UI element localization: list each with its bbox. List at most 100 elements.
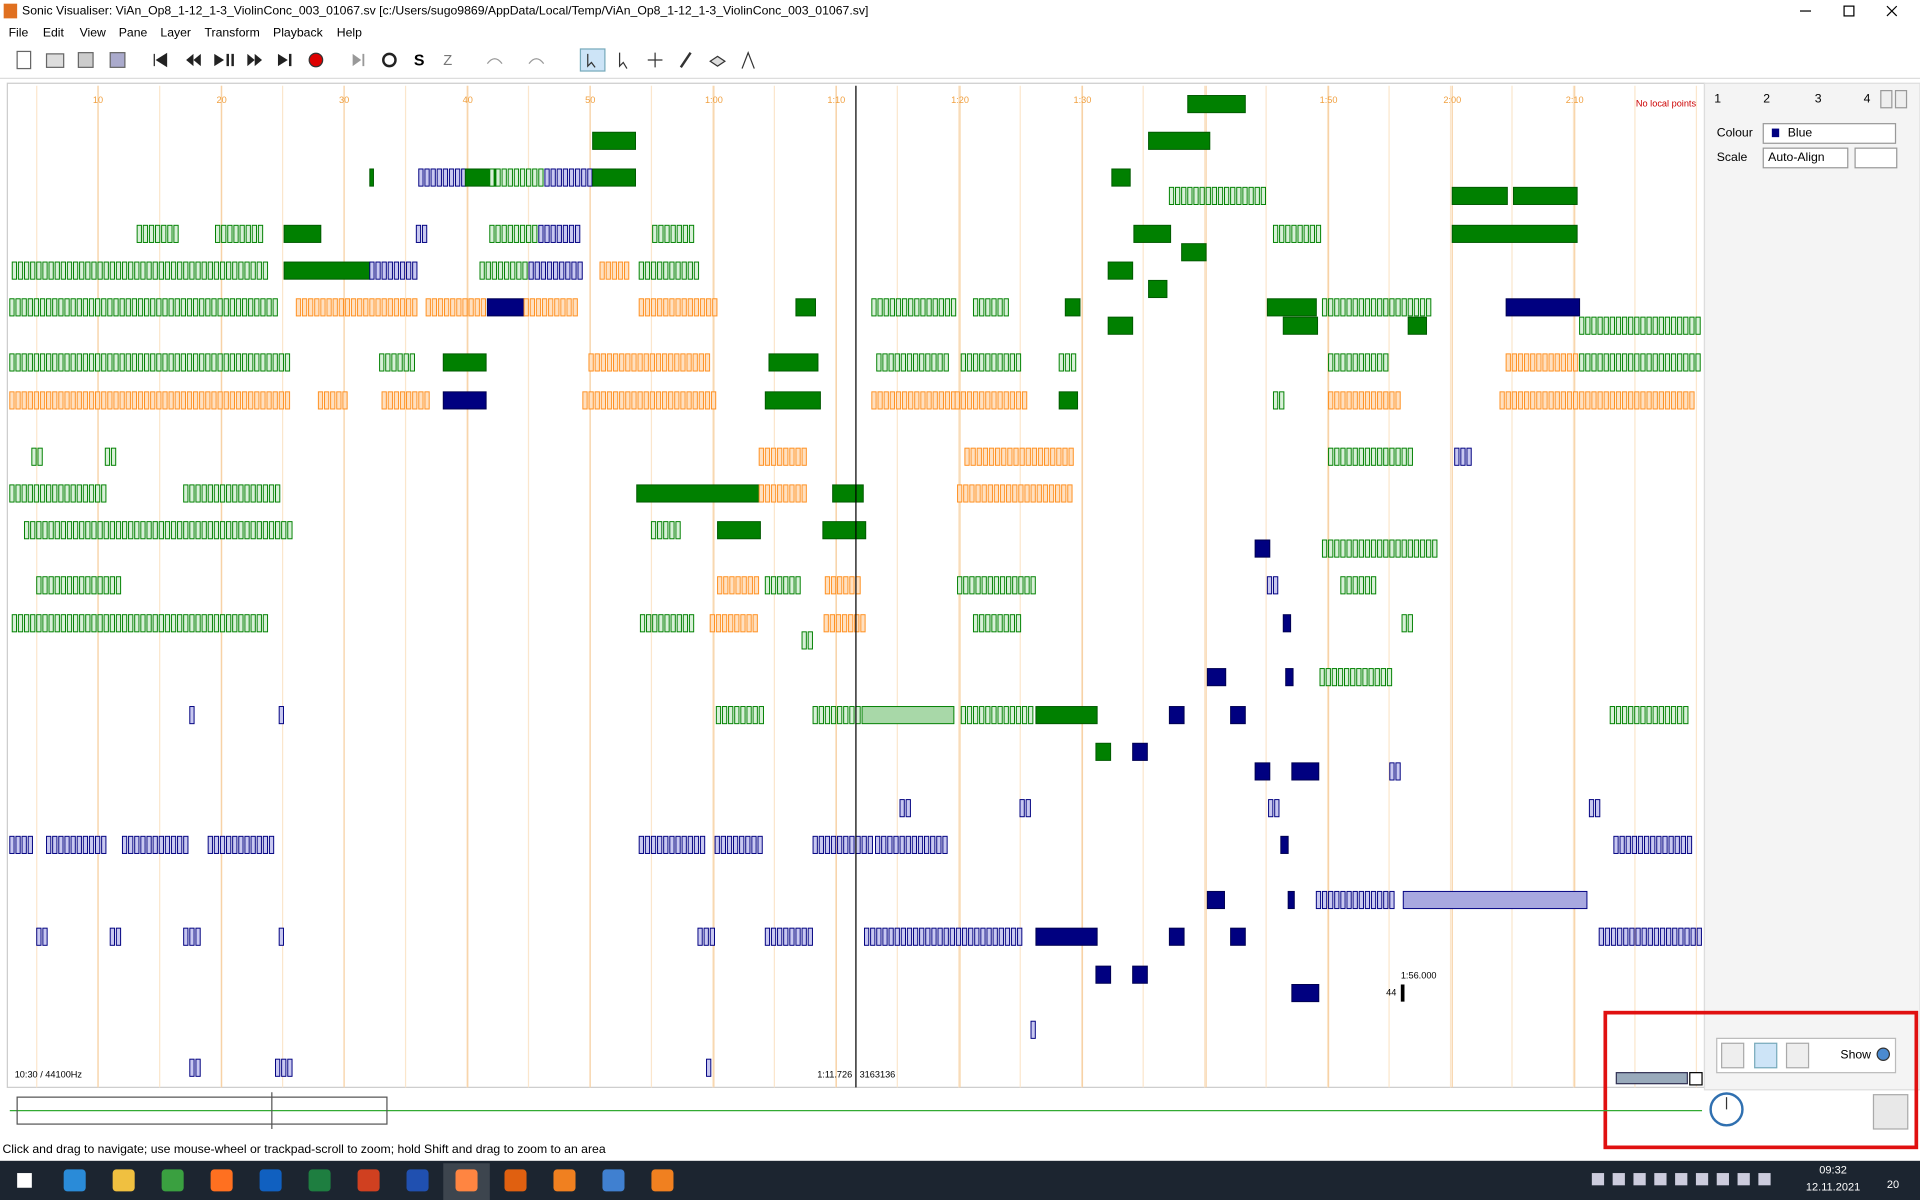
fast-forward[interactable] — [247, 53, 263, 67]
save-icon[interactable] — [77, 52, 94, 68]
tab-label[interactable]: 3 — [1815, 91, 1822, 105]
note — [27, 353, 33, 372]
taskbar-app[interactable] — [308, 1169, 331, 1192]
taskbar-app[interactable] — [259, 1169, 282, 1192]
play[interactable] — [214, 53, 234, 67]
note — [1364, 391, 1371, 410]
tray-icon[interactable] — [1758, 1173, 1771, 1186]
fast-forward-end[interactable] — [277, 53, 292, 67]
taskbar-app[interactable] — [651, 1169, 674, 1192]
note — [912, 927, 919, 946]
select-tool[interactable] — [618, 52, 628, 69]
measure-tool[interactable] — [741, 50, 755, 69]
menu-item[interactable]: Layer — [160, 25, 191, 39]
note — [332, 298, 338, 317]
note — [692, 391, 698, 410]
unit-select[interactable] — [1854, 147, 1898, 169]
note — [991, 391, 997, 410]
tab-label[interactable]: 1 — [1714, 91, 1721, 105]
menu-item[interactable]: Pane — [119, 25, 148, 39]
note — [60, 521, 66, 540]
taskbar-app[interactable] — [553, 1169, 576, 1192]
navigate-glyph — [587, 53, 596, 68]
new-icon[interactable] — [16, 50, 32, 70]
tray-icon[interactable] — [1633, 1173, 1646, 1186]
start-button[interactable] — [17, 1173, 32, 1188]
record[interactable] — [308, 52, 324, 68]
redo[interactable] — [528, 58, 545, 65]
pane-btn[interactable] — [1872, 1094, 1909, 1130]
tray-icon[interactable] — [1737, 1173, 1750, 1186]
menu-item[interactable]: File — [9, 25, 29, 39]
colour-select[interactable] — [1762, 123, 1897, 144]
tray-icon[interactable] — [1695, 1173, 1709, 1186]
navigate-tool[interactable] — [579, 48, 606, 72]
taskbar-app[interactable] — [357, 1169, 380, 1192]
menu-item[interactable]: Edit — [43, 25, 65, 39]
taskbar-app[interactable] — [504, 1169, 527, 1192]
note — [144, 353, 150, 372]
tray-icon[interactable] — [1612, 1173, 1625, 1186]
solo-icon[interactable]: S — [414, 52, 425, 69]
note — [91, 261, 97, 280]
note — [1683, 706, 1689, 725]
layer-btn[interactable] — [1754, 1042, 1778, 1069]
menu-item[interactable]: Help — [337, 25, 362, 39]
tray-icon[interactable] — [1716, 1173, 1729, 1186]
close[interactable] — [1886, 5, 1898, 17]
layer-btn[interactable] — [1785, 1042, 1810, 1069]
note — [1282, 316, 1319, 335]
note — [15, 353, 21, 372]
tray-icon[interactable] — [1591, 1173, 1605, 1186]
tab-label[interactable]: 2 — [1763, 91, 1770, 105]
note — [706, 298, 712, 317]
note — [692, 353, 698, 372]
tray-icon[interactable] — [1654, 1173, 1667, 1186]
note — [1358, 353, 1364, 372]
taskbar-app[interactable] — [63, 1169, 86, 1192]
tray-icon[interactable] — [1675, 1173, 1688, 1186]
taskbar-app[interactable] — [161, 1169, 184, 1192]
taskbar-app[interactable] — [406, 1169, 429, 1192]
tab-label[interactable]: 4 — [1864, 91, 1871, 105]
note — [1451, 224, 1578, 243]
taskbar-app[interactable] — [210, 1169, 233, 1192]
scale-select[interactable] — [1762, 147, 1849, 169]
draw-tool[interactable] — [679, 51, 692, 69]
rewind-start[interactable] — [153, 52, 168, 68]
note — [1291, 762, 1320, 781]
taskbar-app[interactable] — [112, 1169, 135, 1192]
tab-left[interactable] — [1880, 90, 1893, 109]
note — [101, 484, 107, 503]
note — [1346, 447, 1352, 466]
note — [140, 261, 146, 280]
open-icon[interactable] — [45, 53, 65, 68]
move-tool[interactable] — [647, 52, 663, 68]
note — [278, 353, 284, 372]
tab-right[interactable] — [1894, 90, 1908, 109]
taskbar-app[interactable] — [455, 1169, 478, 1192]
save-as-icon[interactable] — [109, 52, 126, 68]
menu-item[interactable]: View — [80, 25, 106, 39]
show-toggle[interactable] — [1876, 1047, 1890, 1062]
layer-btn[interactable] — [1721, 1042, 1745, 1069]
menu-item[interactable]: Transform — [204, 25, 259, 39]
undo[interactable] — [486, 58, 503, 65]
overview-window[interactable] — [16, 1096, 388, 1125]
play-selection[interactable] — [352, 53, 365, 67]
note — [223, 298, 229, 317]
note — [938, 391, 944, 410]
zoom-box[interactable] — [1689, 1072, 1703, 1086]
menu-item[interactable]: Playback — [273, 25, 324, 39]
note — [876, 927, 882, 946]
note — [681, 261, 687, 280]
erase-tool[interactable] — [709, 55, 727, 67]
loop[interactable] — [382, 52, 397, 68]
taskbar-app[interactable] — [602, 1169, 625, 1192]
note — [1658, 316, 1664, 335]
restore[interactable] — [1843, 5, 1855, 17]
speed-icon[interactable]: Z — [443, 53, 452, 69]
rewind[interactable] — [186, 53, 201, 67]
note — [670, 224, 676, 243]
note — [1511, 353, 1518, 372]
